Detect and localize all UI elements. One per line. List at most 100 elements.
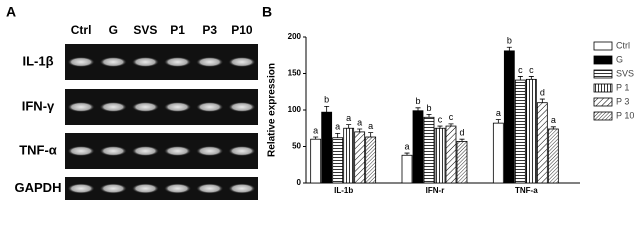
legend-label: P 3 bbox=[616, 96, 629, 106]
gel-band bbox=[196, 57, 224, 67]
lane-label: P3 bbox=[202, 23, 217, 37]
gel-band bbox=[131, 102, 159, 112]
significance-letter: b bbox=[426, 103, 431, 113]
error-bar bbox=[517, 76, 523, 81]
gene-label: IFN-γ bbox=[22, 98, 55, 113]
significance-letter: b bbox=[507, 36, 512, 46]
gel-band bbox=[131, 57, 159, 67]
gene-label: TNF-α bbox=[19, 142, 57, 157]
error-bar bbox=[550, 126, 556, 129]
y-tick-label: 50 bbox=[292, 142, 301, 151]
legend-label: SVS bbox=[616, 68, 634, 78]
error-bar bbox=[313, 136, 319, 140]
gel-band bbox=[196, 102, 224, 112]
gel-band bbox=[196, 183, 224, 194]
bar bbox=[492, 122, 504, 184]
gel-band bbox=[228, 146, 256, 156]
bar bbox=[536, 102, 548, 184]
figure: A B Relative expression Ctrl G SVS P1 P3 P10 I… bbox=[6, 4, 634, 200]
y-tick-label: 150 bbox=[288, 69, 302, 78]
legend-label: P 10 bbox=[616, 110, 634, 120]
significance-letter: c bbox=[529, 65, 534, 75]
gel-band bbox=[196, 146, 224, 156]
bar bbox=[412, 110, 424, 184]
y-tick-label: 0 bbox=[297, 178, 302, 187]
error-bar bbox=[426, 113, 432, 118]
gel-band bbox=[228, 102, 256, 112]
significance-letter: a bbox=[335, 122, 340, 132]
gel-band bbox=[99, 183, 127, 194]
gel-band bbox=[164, 146, 192, 156]
error-bar bbox=[528, 76, 534, 80]
bar bbox=[343, 127, 355, 184]
error-bar bbox=[368, 132, 374, 138]
error-bar bbox=[506, 46, 512, 51]
error-bar bbox=[448, 123, 454, 127]
legend-swatch bbox=[593, 111, 613, 121]
legend-label: Ctrl bbox=[616, 40, 630, 50]
panel-label: B bbox=[262, 4, 272, 20]
error-bar bbox=[415, 107, 421, 111]
legend-label: P 1 bbox=[616, 82, 629, 92]
gene-label: IL-1β bbox=[22, 53, 53, 68]
legend-swatch bbox=[593, 83, 613, 93]
gel-band bbox=[164, 183, 192, 194]
lane-label: P1 bbox=[170, 23, 185, 37]
significance-letter: c bbox=[518, 65, 523, 75]
legend-swatch bbox=[593, 97, 613, 107]
gel-band bbox=[164, 57, 192, 67]
gel-band bbox=[99, 146, 127, 156]
error-bar bbox=[335, 132, 341, 138]
significance-letter: a bbox=[346, 113, 351, 123]
lane-label: SVS bbox=[133, 23, 157, 37]
gel-row bbox=[65, 89, 258, 125]
error-bar bbox=[324, 105, 330, 113]
gel-row bbox=[65, 177, 258, 200]
bar bbox=[401, 154, 413, 184]
gel-band bbox=[99, 57, 127, 67]
bar bbox=[525, 78, 537, 184]
bar bbox=[514, 79, 526, 184]
gel-band bbox=[228, 57, 256, 67]
legend-swatch bbox=[593, 41, 613, 51]
lane-label: Ctrl bbox=[71, 23, 92, 37]
legend-swatch bbox=[593, 69, 613, 79]
y-tick-label: 100 bbox=[288, 105, 302, 114]
significance-letter: a bbox=[551, 115, 556, 125]
significance-letter: a bbox=[357, 117, 362, 127]
bar bbox=[434, 127, 446, 184]
error-bar bbox=[459, 138, 465, 142]
x-tick-label: TNF-a bbox=[515, 186, 538, 195]
significance-letter: b bbox=[324, 95, 329, 105]
gel-band bbox=[131, 183, 159, 194]
error-bar bbox=[495, 119, 501, 124]
gel-row bbox=[65, 133, 258, 169]
gel-band bbox=[164, 102, 192, 112]
x-tick-label: IFN-r bbox=[426, 186, 445, 195]
significance-letter: a bbox=[368, 121, 373, 131]
error-bar bbox=[539, 98, 545, 103]
bar bbox=[354, 131, 366, 184]
error-bar bbox=[437, 125, 443, 129]
legend-label: G bbox=[616, 54, 623, 64]
bar bbox=[423, 116, 435, 184]
gel-row bbox=[65, 44, 258, 80]
lane-label: P10 bbox=[231, 23, 253, 37]
significance-letter: b bbox=[415, 96, 420, 106]
error-bar bbox=[357, 128, 363, 132]
significance-letter: c bbox=[438, 114, 443, 124]
gel-band bbox=[228, 183, 256, 194]
significance-letter: c bbox=[449, 112, 454, 122]
gel-band bbox=[99, 102, 127, 112]
panel-label: A bbox=[6, 4, 16, 20]
x-tick-label: IL-1b bbox=[334, 186, 353, 195]
legend-swatch bbox=[593, 55, 613, 65]
bar bbox=[456, 140, 468, 184]
gel-band bbox=[67, 57, 95, 67]
y-axis-label: Relative expression bbox=[267, 63, 278, 157]
error-bar bbox=[346, 124, 352, 129]
bar bbox=[445, 125, 457, 184]
significance-letter: d bbox=[540, 87, 545, 97]
significance-letter: a bbox=[496, 108, 501, 118]
significance-letter: a bbox=[313, 125, 318, 135]
